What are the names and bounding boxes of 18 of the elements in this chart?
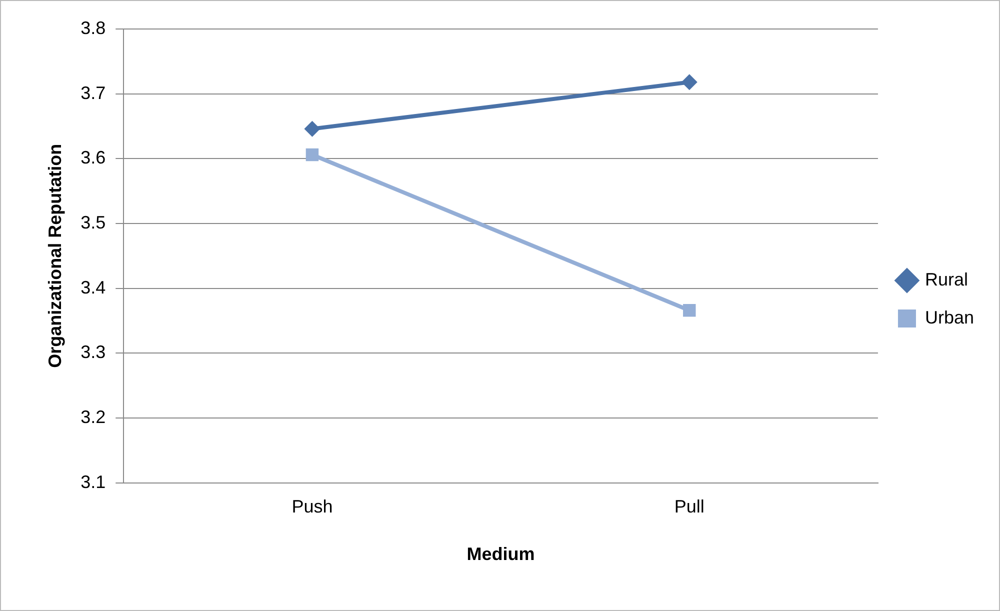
y-tick-label: 3.8 [80, 18, 106, 38]
y-tick-label: 3.5 [80, 212, 106, 232]
point [681, 74, 698, 90]
y-tick-label: 3.1 [80, 472, 106, 492]
y-tick-label: 3.2 [80, 406, 106, 427]
point [304, 120, 320, 137]
y-tick-label: 3.6 [80, 148, 106, 168]
point [683, 304, 696, 317]
x-tick-label: Push [292, 496, 333, 517]
point [306, 148, 319, 162]
y-tick-label: 3.4 [80, 277, 106, 298]
y-axis-title: Organizational Reputation [44, 144, 65, 368]
y-tick-label: 3.3 [80, 342, 106, 362]
y-tick-label: 3.7 [80, 82, 106, 103]
x-tick-label: Pull [674, 496, 704, 517]
legend-label: Urban [924, 307, 974, 328]
x-axis-title: Medium [466, 544, 535, 564]
legend-label: Rural [924, 269, 968, 290]
